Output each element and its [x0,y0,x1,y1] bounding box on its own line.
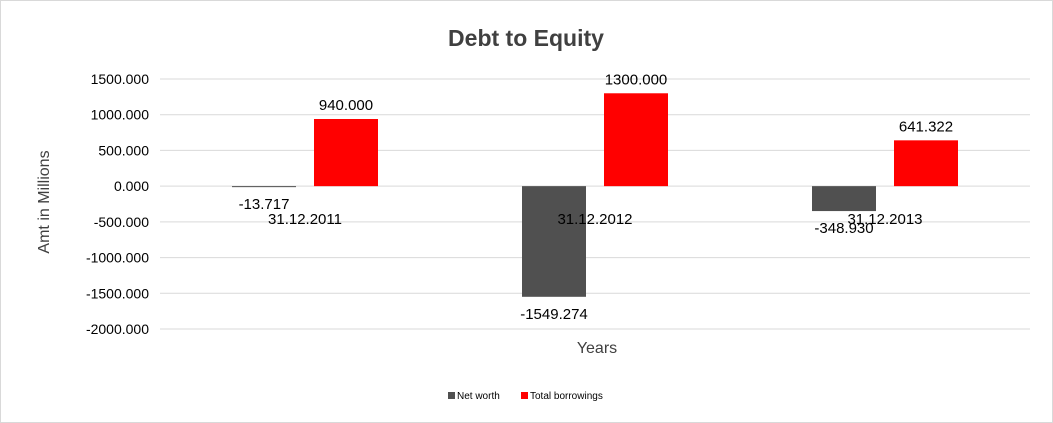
x-category-label: 31.12.2012 [557,211,632,228]
y-tick-label: -1500.000 [86,285,149,301]
legend: Net worth Total borrowings [448,391,603,402]
bars [232,93,958,297]
y-tick-label: 0.000 [114,178,149,194]
data-label: 641.322 [899,118,953,135]
y-tick-label: -2000.000 [86,321,149,337]
data-label: 940.000 [319,97,373,114]
bar-total-borrowings [314,119,378,187]
bar-net-worth [232,186,296,188]
legend-swatch [521,392,528,399]
y-tick-label: -500.000 [94,214,149,230]
x-axis-label: Years [577,340,617,357]
y-axis-label: Amt in Millions [36,150,53,253]
y-tick-label: 1000.000 [91,107,150,123]
legend-swatch [448,392,455,399]
bar-total-borrowings [894,140,958,187]
data-label: -1549.274 [520,306,588,323]
data-label: 1300.000 [605,71,668,88]
y-tick-label: 500.000 [98,142,149,158]
legend-label: Net worth [457,391,500,402]
gridlines [160,78,1030,330]
y-axis-ticks: 1500.000 1000.000 500.000 0.000 -500.000 -100… [86,71,149,337]
data-labels: -13.717 940.000 -1549.274 1300.000 -348.930 6… [239,71,954,323]
y-tick-label: -1000.000 [86,250,149,266]
y-tick-label: 1500.000 [91,71,150,87]
data-label: -13.717 [239,196,290,213]
x-axis-categories: 31.12.2011 31.12.2012 31.12.2013 [268,211,923,228]
legend-label: Total borrowings [530,391,603,402]
bar-net-worth [522,186,586,297]
x-category-label: 31.12.2013 [847,211,922,228]
x-category-label: 31.12.2011 [268,211,342,228]
bar-net-worth [812,186,876,212]
data-label: -348.930 [814,220,873,237]
bar-total-borrowings [604,93,668,187]
chart-title: Debt to Equity [448,25,604,51]
